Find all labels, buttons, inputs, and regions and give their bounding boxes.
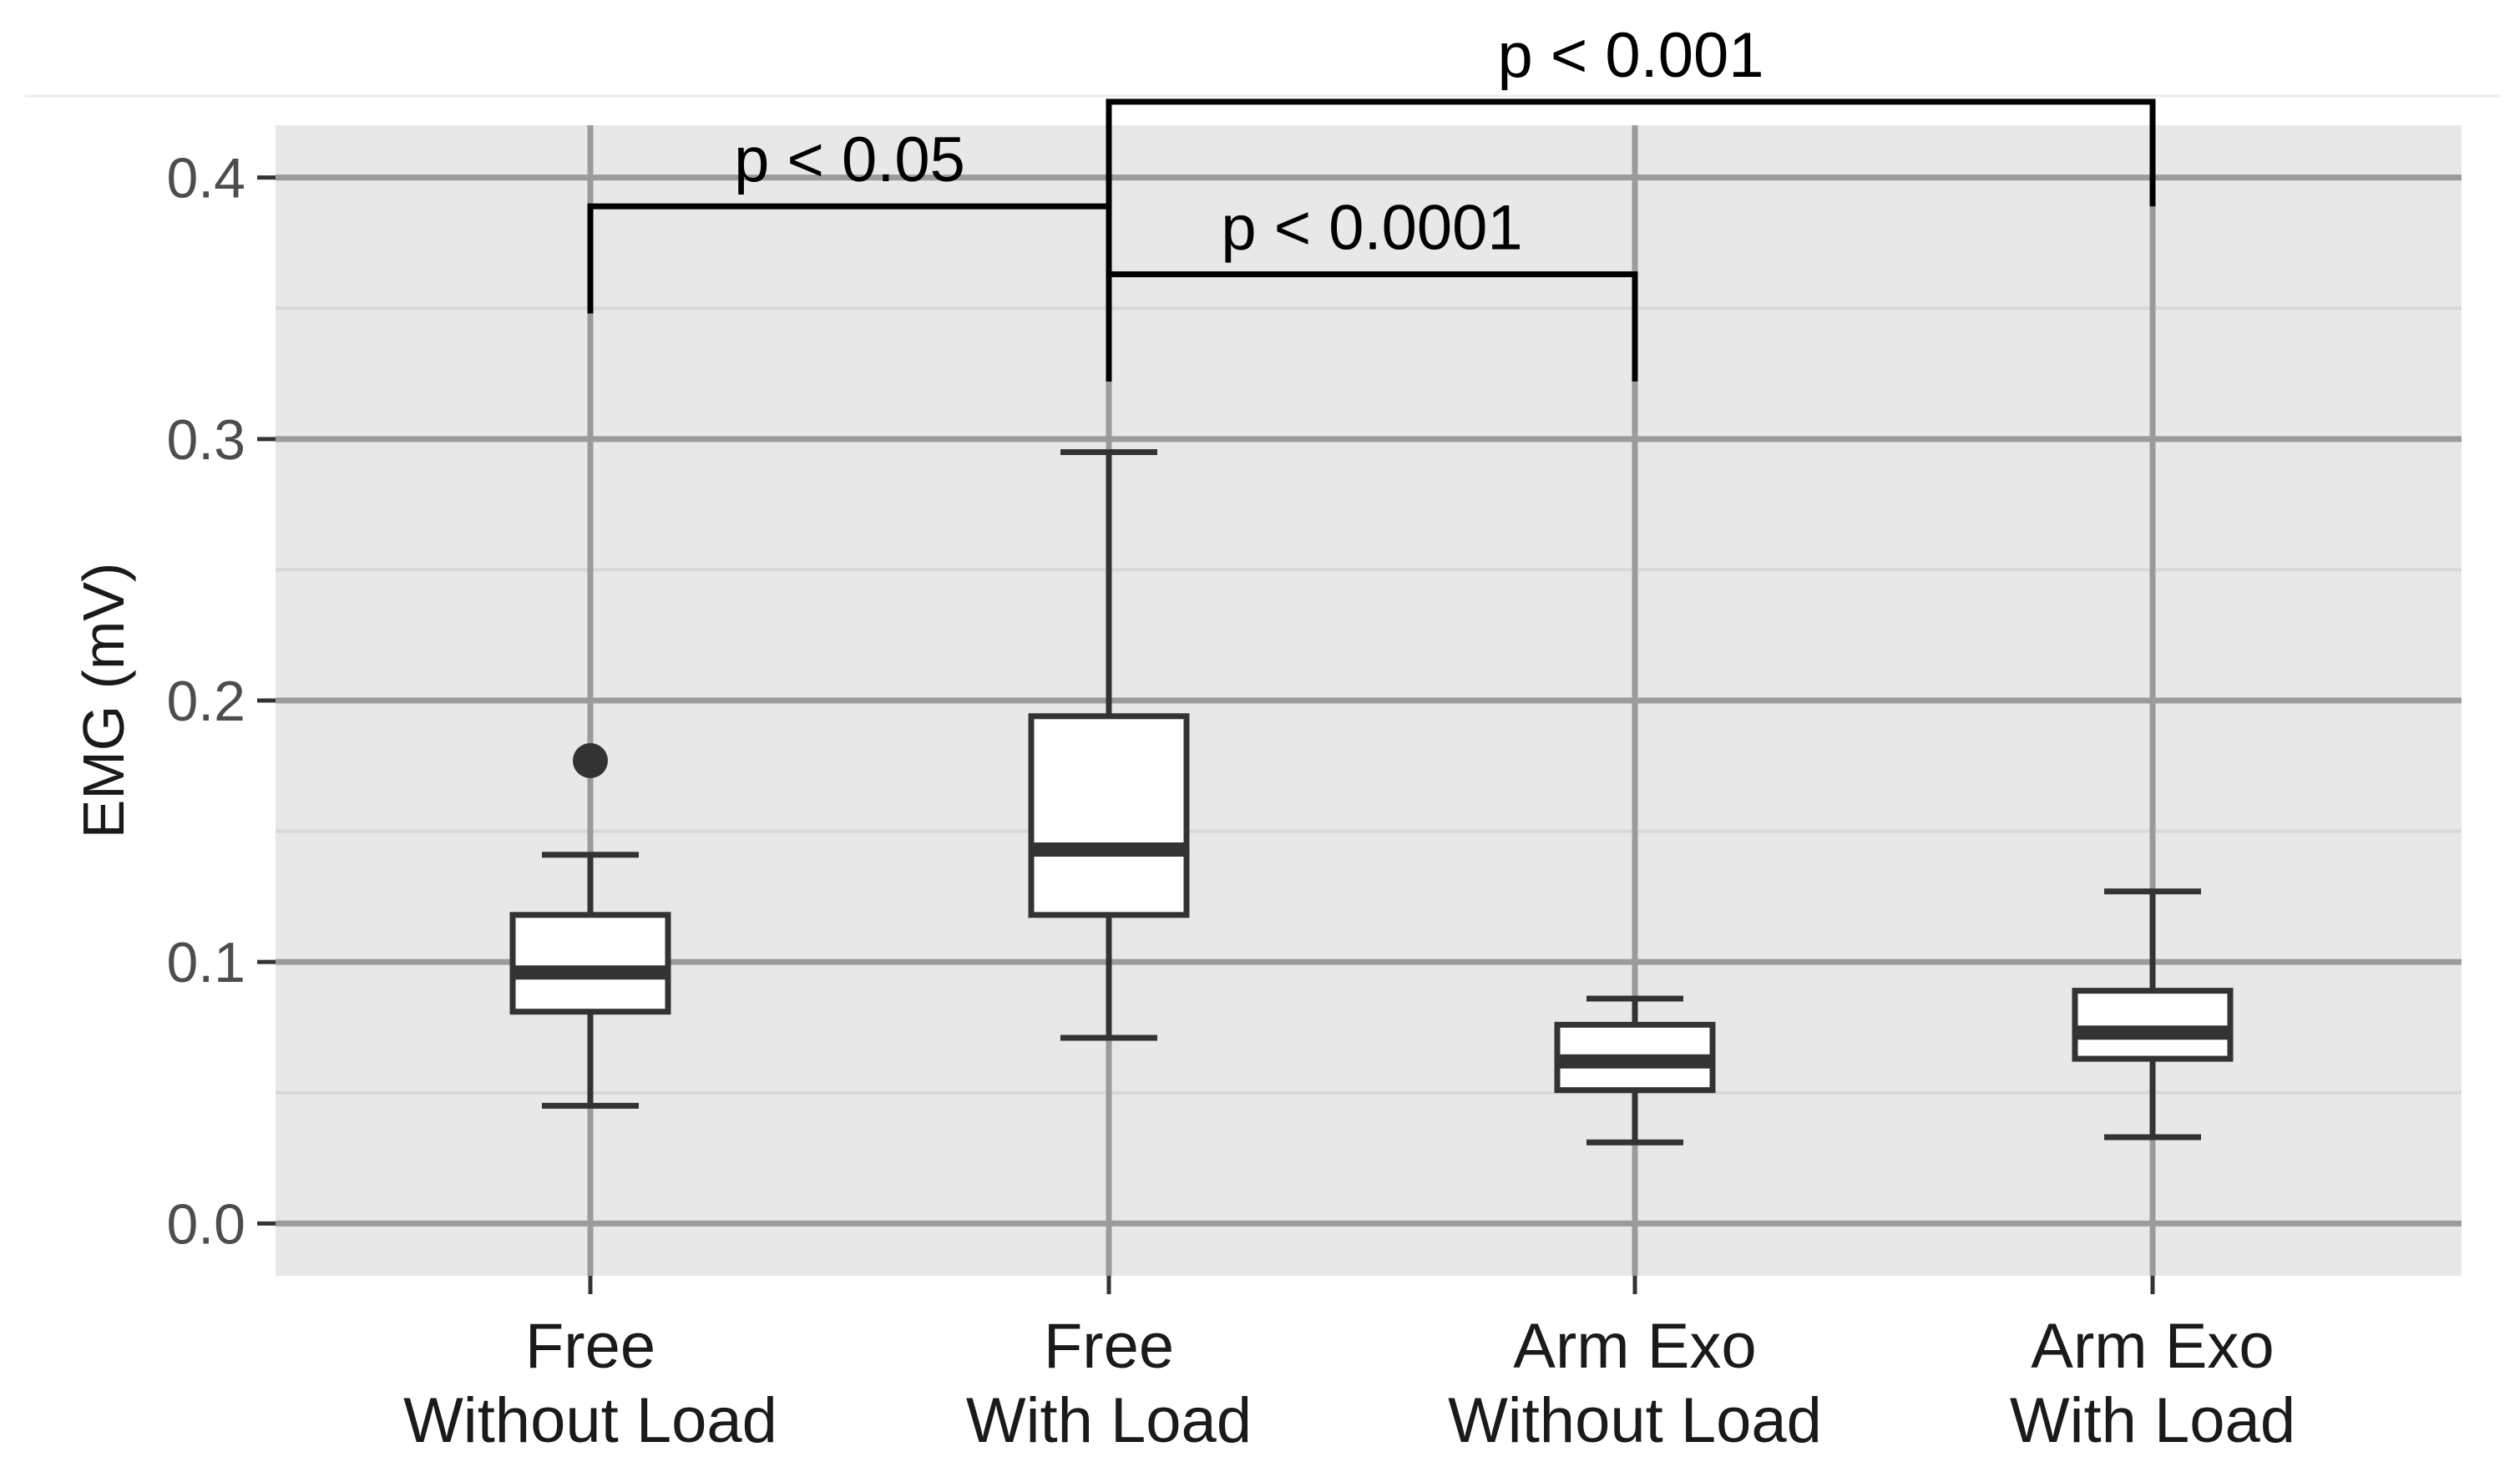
box-group [1028, 448, 1190, 1041]
box-group [509, 743, 671, 1109]
significance-label: p < 0.0001 [1221, 193, 1522, 264]
category-label-line1: Arm Exo [1513, 1311, 1756, 1382]
y-tick-label: 0.3 [166, 408, 245, 472]
category-label-line2: With Load [966, 1385, 1252, 1456]
box-iqr [509, 912, 671, 1015]
category-label-line1: Free [1044, 1311, 1174, 1382]
boxes [509, 448, 2234, 1146]
category-label-line1: Free [525, 1311, 655, 1382]
y-axis-ticks: 0.0 0.1 0.2 0.3 0.4 [166, 147, 2155, 1294]
significance-bracket: p < 0.001 [1106, 20, 2156, 382]
y-tick-label: 0.0 [166, 1192, 245, 1256]
box-group [2072, 888, 2234, 1141]
y-tick-label: 0.2 [166, 670, 245, 733]
y-tick-label: 0.1 [166, 931, 245, 994]
category-label-line1: Arm Exo [2031, 1311, 2274, 1382]
significance-label: p < 0.05 [734, 124, 965, 195]
category-label-line2: Without Load [1448, 1385, 1822, 1456]
bracket-line [1106, 99, 2156, 382]
outlier-point [573, 743, 608, 779]
y-tick-label: 0.4 [166, 147, 245, 210]
significance-label: p < 0.001 [1497, 20, 1763, 91]
significance-brackets: p < 0.05 p < 0.0001 p < 0.001 [587, 20, 2156, 382]
box-group [1554, 995, 1716, 1146]
y-axis-title: EMG (mV) [71, 563, 136, 839]
box-iqr [1028, 713, 1190, 918]
category-label-line2: With Load [2010, 1385, 2295, 1456]
box-iqr [2072, 988, 2234, 1062]
category-label-line2: Without Load [403, 1385, 777, 1456]
